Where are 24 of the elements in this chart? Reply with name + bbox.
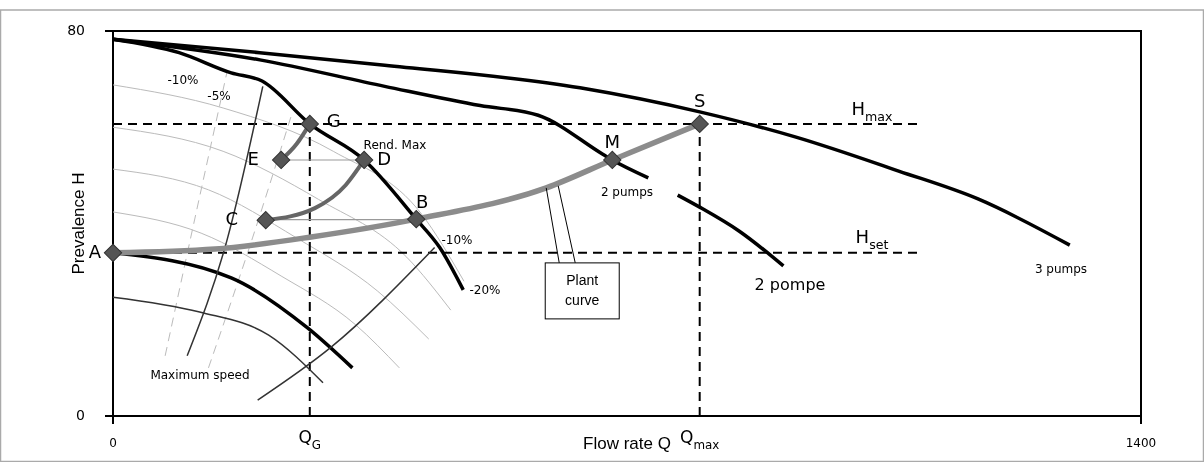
annotation: -10%	[167, 72, 199, 87]
x-axis-title: Flow rate Q	[583, 434, 671, 454]
annotation: H$_{max}$	[851, 98, 894, 124]
annotation: E	[247, 147, 259, 169]
annotation: Rend. Max	[363, 137, 427, 152]
annotation: 2 pompe	[754, 274, 826, 294]
annotation: M	[604, 130, 621, 152]
annotation: H$_{set}$	[855, 226, 889, 252]
annotation: -10%	[441, 232, 473, 247]
x-tick-label: 0	[109, 435, 117, 450]
annotation: S	[693, 89, 706, 111]
annotation: B	[416, 191, 429, 213]
annotation: 3 pumps	[1034, 261, 1088, 276]
x-tick-label: Q$_{max}$	[680, 427, 720, 452]
annotation: 2 pumps	[600, 184, 654, 199]
y-tick-label: 80	[67, 22, 85, 38]
annotation: -20%	[469, 282, 501, 297]
annotation: A	[88, 240, 102, 262]
x-tick-label: Q$_{G}$	[298, 427, 322, 452]
annotation: Maximum speed	[150, 367, 250, 382]
annotation: Plant curve	[565, 271, 600, 308]
x-tick-label: 1400	[1125, 435, 1157, 450]
annotation: -5%	[207, 88, 231, 103]
y-axis-title: Prevalence H	[69, 172, 89, 275]
